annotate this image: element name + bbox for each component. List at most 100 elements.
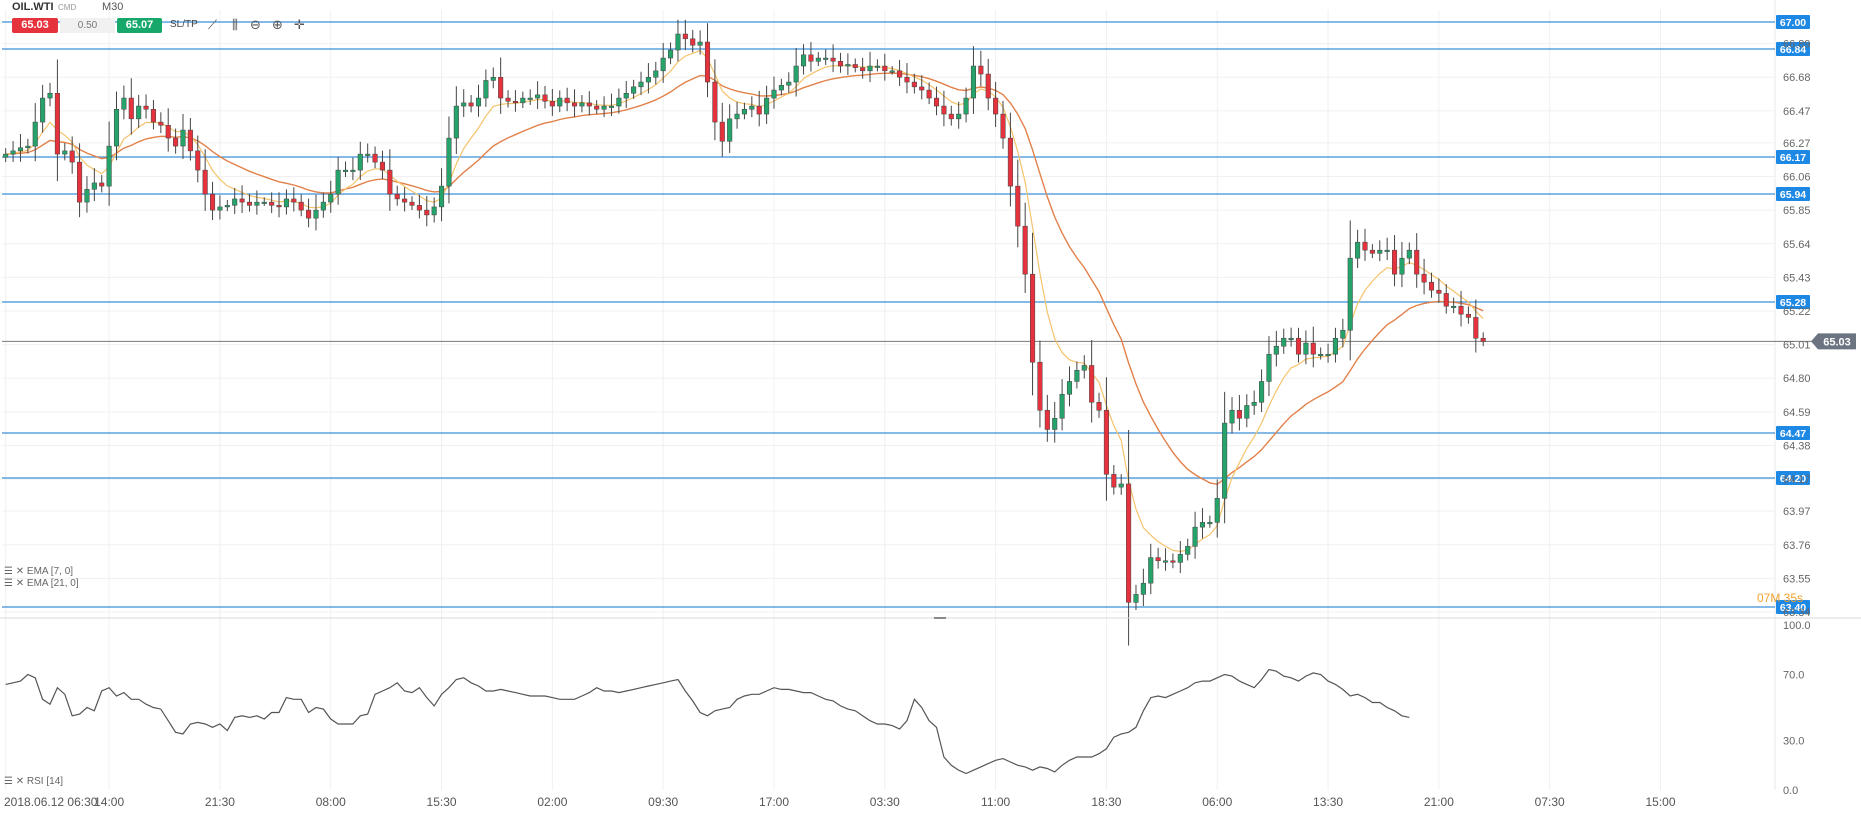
bull-candle [1222, 422, 1228, 499]
level-tag [1776, 42, 1810, 56]
bear-candle [298, 201, 304, 211]
buy-button[interactable]: 65.07 [117, 18, 162, 33]
bear-candle [690, 38, 696, 46]
bull-candle [616, 97, 622, 107]
rsi-legend[interactable]: ☰ ✕ RSI [14] [4, 776, 64, 787]
horizontal-lines[interactable]: 67.00 66.84 66.17 65.94 65.28 64.47 64.20 63.40… [2, 15, 1856, 614]
bull-candle [1355, 241, 1361, 259]
bear-candle [387, 169, 393, 195]
bull-candle [1133, 594, 1139, 603]
bull-candle [1451, 305, 1457, 308]
candle-timer: 07M 35s [1757, 591, 1804, 605]
bear-candle [77, 161, 83, 203]
bull-candle [40, 97, 46, 123]
bull-candle [483, 80, 489, 99]
crosshair-icon[interactable]: ✛ [294, 17, 305, 32]
timeframe-selector[interactable]: M30 [102, 1, 124, 13]
bull-candle [1074, 369, 1080, 382]
bull-candle [121, 97, 127, 110]
bull-candle [1332, 337, 1338, 355]
bear-candle [704, 41, 711, 83]
bear-candle [239, 198, 245, 203]
ema-slow-legend[interactable]: ☰ ✕ EMA [21, 0] [4, 578, 79, 589]
bull-candle [889, 70, 895, 73]
bear-candle [1458, 305, 1464, 315]
bull-candle [62, 150, 68, 155]
bear-candle [150, 109, 156, 123]
price-tick-label: 63.34 [1783, 607, 1811, 619]
bull-candle [956, 113, 962, 120]
sell-button[interactable]: 65.03 [12, 18, 58, 33]
bull-candle [180, 129, 186, 147]
bull-candle [224, 205, 230, 208]
line-chart-icon[interactable]: ⟋ [208, 17, 218, 32]
zoom-out-icon[interactable]: ⊖ [250, 17, 261, 32]
rsi-tick-label: 0.0 [1783, 785, 1798, 797]
bull-candle [365, 153, 371, 156]
bear-candle [128, 97, 134, 120]
price-tick-label: 66.89 [1783, 39, 1811, 51]
bear-candle [1236, 410, 1242, 419]
bull-candle [1303, 342, 1309, 355]
ema-slow-label: EMA [21, 0] [26, 578, 79, 589]
bear-candle [830, 57, 836, 62]
bull-candle [1148, 557, 1154, 584]
ema-fast-legend[interactable]: ☰ ✕ EMA [7, 0] [4, 566, 74, 577]
grid [2, 0, 1776, 790]
candle-type-icon[interactable]: ⫼ [232, 17, 238, 32]
bull-candle [254, 201, 260, 206]
bull-candle [631, 86, 637, 94]
rsi-panel: 100.0 70.0 30.0 0.0 [0, 617, 1861, 797]
bull-candle [1177, 554, 1183, 563]
bear-candle [1369, 249, 1375, 254]
bear-candle [808, 54, 814, 62]
bull-candle [461, 102, 467, 107]
price-tick-label: 66.06 [1783, 172, 1811, 184]
time-tick-label: 11:00 [981, 795, 1010, 809]
bear-candle [682, 33, 688, 40]
bear-candle [99, 182, 105, 187]
bear-candle [1000, 113, 1006, 139]
bull-candle [963, 97, 969, 115]
bear-candle [165, 125, 171, 139]
time-tick-label: 02:00 [537, 795, 567, 809]
bull-candle [84, 189, 90, 203]
bear-candle [948, 113, 954, 120]
bear-candle [756, 105, 762, 115]
symbol-category: CMD [58, 3, 77, 12]
bear-candle [195, 150, 201, 171]
bull-candle [771, 89, 777, 99]
current-price-tag [1811, 333, 1856, 350]
bull-candle [793, 65, 799, 83]
bull-candle [527, 97, 533, 100]
bull-candle [1140, 582, 1146, 595]
sltp-button[interactable]: SL/TP [170, 19, 198, 30]
price-tick-label: 65.85 [1783, 205, 1811, 217]
bear-candle [173, 137, 179, 147]
level-tag-label: 63.40 [1780, 602, 1806, 614]
bear-candle [852, 64, 858, 68]
bull-candle [557, 97, 563, 107]
bear-candle [394, 193, 400, 200]
bull-candle [453, 105, 459, 139]
bull-candle [335, 169, 341, 195]
candles [3, 19, 1486, 646]
bear-candle [158, 121, 164, 126]
bull-candle [638, 81, 644, 88]
zoom-in-icon[interactable]: ⊕ [272, 17, 283, 32]
bear-candle [1310, 342, 1316, 355]
level-tag-label: 64.47 [1780, 428, 1806, 440]
bull-candle [313, 209, 319, 219]
bear-candle [143, 105, 149, 110]
price-tick-label: 66.68 [1783, 72, 1811, 84]
bull-candle [1066, 381, 1073, 395]
bull-candle [608, 105, 615, 108]
bear-candle [512, 101, 518, 104]
bull-candle [1229, 410, 1235, 424]
symbol-name[interactable]: OIL.WTI [12, 1, 54, 13]
bull-candle [579, 102, 585, 107]
bear-candle [424, 209, 430, 216]
bull-candle [106, 145, 112, 187]
